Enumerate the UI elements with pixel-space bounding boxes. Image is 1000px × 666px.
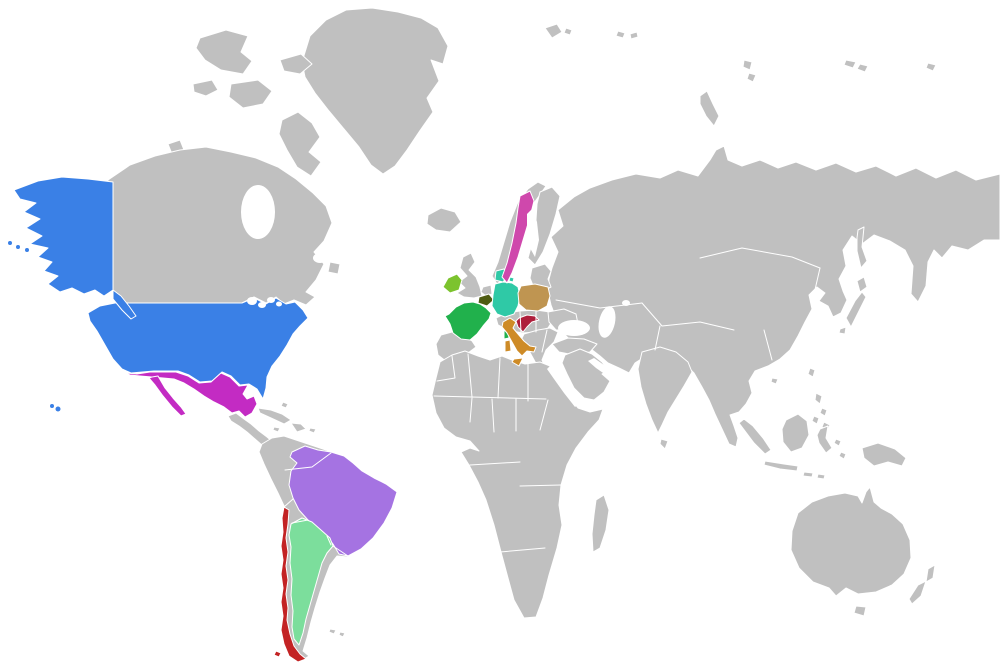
great-lake: [247, 297, 257, 305]
mexico-mainland: [124, 371, 258, 418]
border-line: [332, 545, 349, 557]
persian-gulf: [588, 358, 612, 375]
lakes-and-seas: [241, 185, 630, 407]
region-east-asian-islands: [770, 367, 831, 432]
country-united-states: [8, 176, 309, 412]
country-poland: [517, 283, 551, 312]
region-madagascar: [591, 494, 610, 553]
italy-sardinia: [504, 339, 512, 353]
region-turkey: [551, 337, 598, 356]
usa-hawaii-island: [50, 404, 54, 408]
usa-hawaii-island: [55, 406, 61, 412]
mexico-baja-california: [148, 375, 187, 417]
great-lake: [258, 302, 266, 308]
map-layers: [8, 7, 1000, 663]
country-mexico: [124, 371, 258, 418]
region-indonesia-new-guinea: [738, 413, 907, 480]
border-line: [469, 461, 521, 466]
region-greenland: [301, 7, 449, 175]
border-line: [284, 452, 332, 471]
border-line: [499, 547, 546, 553]
region-australia: [790, 486, 912, 617]
usa-aleutian-island: [8, 241, 12, 245]
italy-mainland: [501, 317, 537, 357]
region-russian-arctic-islands: [544, 23, 937, 127]
region-new-zealand: [908, 564, 936, 605]
gulf-of-bothnia: [527, 208, 539, 257]
country-germany: [491, 281, 521, 318]
border-line: [433, 395, 547, 400]
border-line: [469, 397, 473, 423]
hudson-bay: [241, 185, 275, 239]
region-india: [637, 346, 693, 450]
border-line: [283, 498, 294, 508]
region-sakhalin: [856, 226, 868, 269]
border-line: [519, 484, 562, 487]
border-line: [467, 353, 473, 398]
country-belgium: [477, 293, 495, 307]
border-line: [641, 302, 735, 331]
country-chile: [273, 506, 307, 663]
border-line: [539, 399, 549, 431]
border-line: [291, 519, 309, 524]
gulf-of-st-lawrence: [313, 253, 327, 263]
border-line: [699, 247, 821, 269]
region-canadian-arctic-islands: [167, 29, 341, 275]
region-caribbean-islands: [257, 401, 317, 434]
border-line: [436, 355, 456, 382]
country-sweden: [501, 190, 535, 284]
highlighted-countries: [8, 176, 551, 663]
border-line: [763, 329, 773, 361]
border-line: [555, 299, 643, 309]
caspian-sea: [598, 306, 616, 338]
internal-borders: [283, 247, 821, 557]
border-line: [813, 267, 821, 295]
usa-alaska: [13, 176, 137, 320]
region-africa: [431, 350, 604, 619]
border-line: [497, 357, 501, 399]
country-croatia: [515, 314, 540, 333]
black-sea: [558, 320, 590, 336]
country-italy: [501, 317, 537, 367]
border-line: [491, 398, 495, 433]
great-lake: [267, 297, 275, 303]
great-lake: [276, 301, 282, 307]
red-sea: [547, 365, 579, 407]
border-line: [326, 535, 332, 546]
usa-aleutian-island: [16, 245, 20, 249]
country-argentina: [288, 517, 334, 646]
border-line: [654, 325, 661, 351]
country-ireland: [442, 273, 463, 294]
region-iceland: [426, 207, 462, 233]
italy-sicily: [511, 357, 524, 367]
region-united-kingdom: [456, 252, 483, 299]
border-line: [519, 311, 522, 333]
country-brazil: [288, 445, 398, 557]
usa-aleutian-island: [25, 248, 29, 252]
region-japan: [838, 276, 868, 335]
border-line: [541, 329, 548, 353]
